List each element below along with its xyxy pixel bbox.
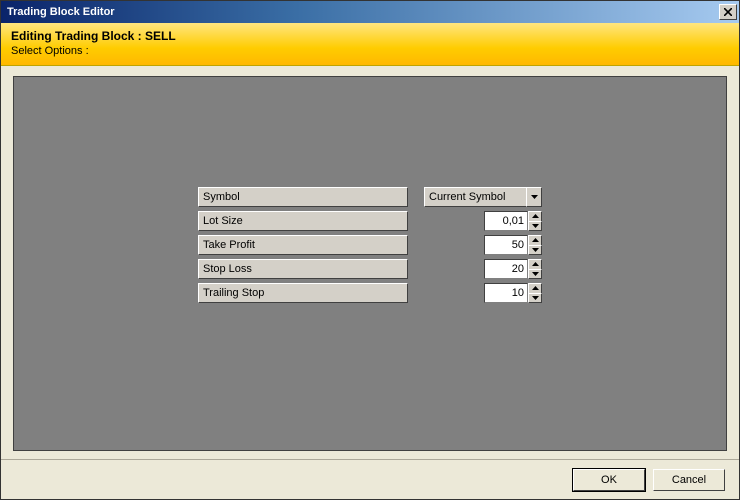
label-trailing-stop: Trailing Stop <box>198 283 408 303</box>
header-subheading: Select Options : <box>11 45 729 57</box>
row-lot-size: Lot Size 0,01 <box>198 211 542 231</box>
take-profit-spinner[interactable]: 50 <box>484 235 542 255</box>
label-take-profit: Take Profit <box>198 235 408 255</box>
take-profit-value[interactable]: 50 <box>484 235 528 255</box>
spinner-up-icon[interactable] <box>528 211 542 221</box>
trailing-stop-value[interactable]: 10 <box>484 283 528 303</box>
row-symbol: Symbol Current Symbol <box>198 187 542 207</box>
content-area: Symbol Current Symbol Lot Size <box>1 66 739 459</box>
row-trailing-stop: Trailing Stop 10 <box>198 283 542 303</box>
dialog-footer: OK Cancel <box>1 459 739 499</box>
symbol-dropdown-value: Current Symbol <box>424 187 526 207</box>
close-button[interactable] <box>719 4 737 20</box>
spinner-up-icon[interactable] <box>528 235 542 245</box>
options-form: Symbol Current Symbol Lot Size <box>198 187 542 303</box>
dialog-window: Trading Block Editor Editing Trading Blo… <box>0 0 740 500</box>
spinner-down-icon[interactable] <box>528 293 542 304</box>
lot-size-value[interactable]: 0,01 <box>484 211 528 231</box>
spinner-down-icon[interactable] <box>528 269 542 280</box>
trailing-stop-spinner[interactable]: 10 <box>484 283 542 303</box>
spinner-down-icon[interactable] <box>528 245 542 256</box>
chevron-down-icon[interactable] <box>526 187 542 207</box>
label-stop-loss: Stop Loss <box>198 259 408 279</box>
label-symbol: Symbol <box>198 187 408 207</box>
label-lot-size: Lot Size <box>198 211 408 231</box>
spinner-up-icon[interactable] <box>528 283 542 293</box>
header-banner: Editing Trading Block : SELL Select Opti… <box>1 23 739 66</box>
cancel-button[interactable]: Cancel <box>653 469 725 491</box>
symbol-dropdown[interactable]: Current Symbol <box>424 187 542 207</box>
window-title: Trading Block Editor <box>7 6 115 18</box>
titlebar: Trading Block Editor <box>1 1 739 23</box>
stop-loss-spinner[interactable]: 20 <box>484 259 542 279</box>
row-take-profit: Take Profit 50 <box>198 235 542 255</box>
spinner-up-icon[interactable] <box>528 259 542 269</box>
spinner-down-icon[interactable] <box>528 221 542 232</box>
options-panel: Symbol Current Symbol Lot Size <box>13 76 727 451</box>
stop-loss-value[interactable]: 20 <box>484 259 528 279</box>
lot-size-spinner[interactable]: 0,01 <box>484 211 542 231</box>
ok-button[interactable]: OK <box>573 469 645 491</box>
header-heading: Editing Trading Block : SELL <box>11 29 729 43</box>
row-stop-loss: Stop Loss 20 <box>198 259 542 279</box>
